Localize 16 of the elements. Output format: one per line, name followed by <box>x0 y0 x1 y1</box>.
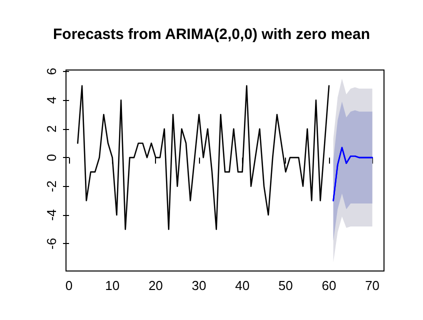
x-tick-label: 30 <box>192 278 206 293</box>
y-tick-label: -6 <box>44 238 59 250</box>
y-tick-label: 0 <box>44 154 59 162</box>
y-tick-label: 4 <box>44 96 59 104</box>
x-tick-label: 60 <box>322 278 336 293</box>
x-tick-label: 70 <box>365 278 380 293</box>
x-tick-label: 0 <box>65 278 73 293</box>
y-tick-label: -2 <box>44 180 59 192</box>
y-tick-label: 2 <box>44 125 59 132</box>
y-tick-label: 6 <box>44 68 59 76</box>
x-tick-label: 10 <box>105 278 120 293</box>
x-tick-label: 50 <box>278 278 293 293</box>
x-tick-label: 20 <box>148 278 163 293</box>
chart-title: Forecasts from ARIMA(2,0,0) with zero mean <box>52 26 370 43</box>
y-tick-label: -4 <box>44 209 59 221</box>
x-tick-label: 40 <box>235 278 250 293</box>
